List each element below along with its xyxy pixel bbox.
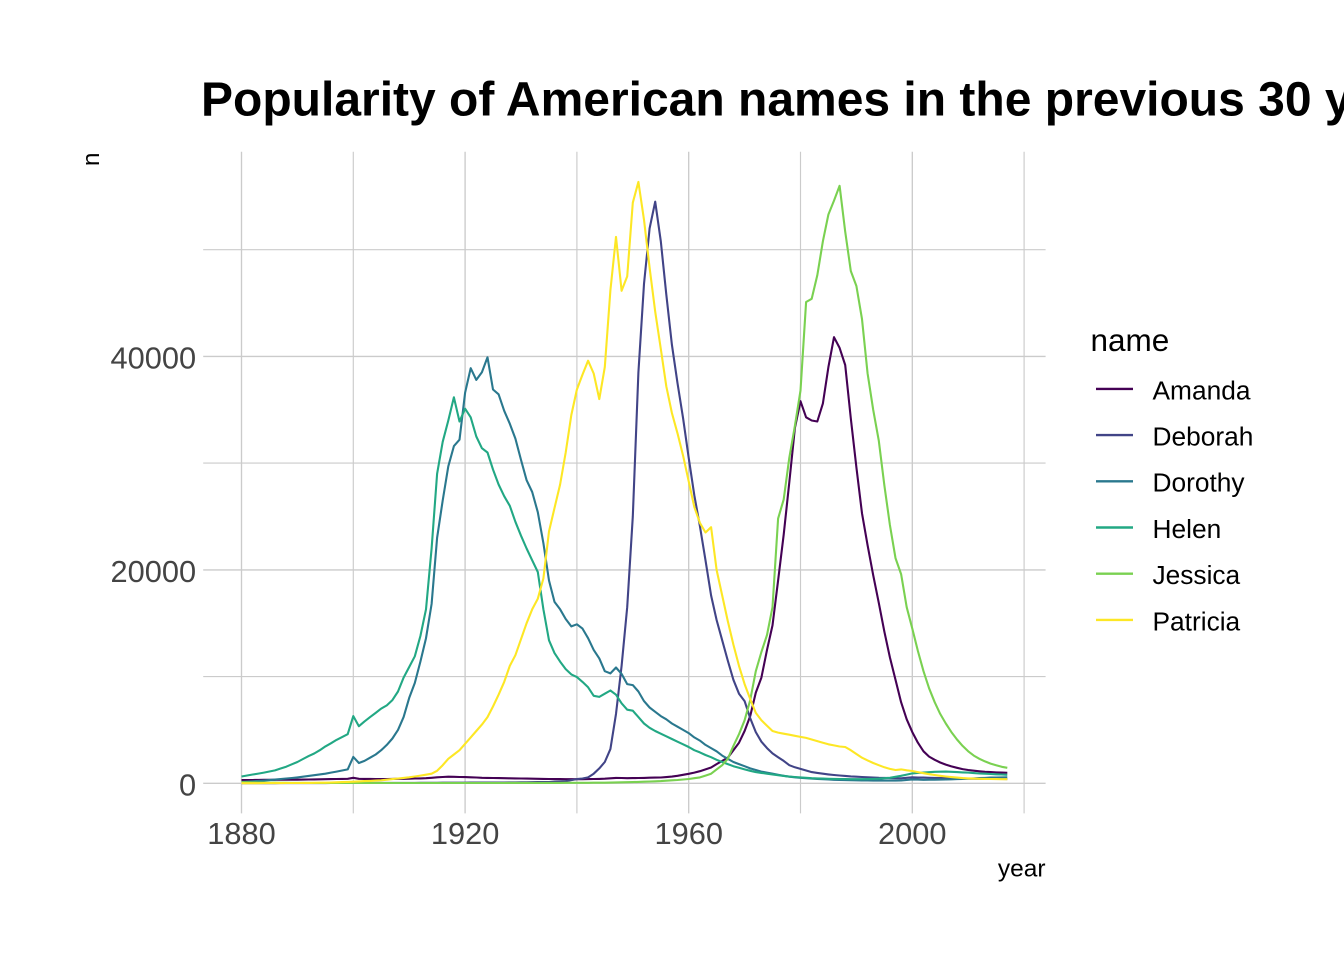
svg-text:1920: 1920 [431,816,500,851]
svg-text:Jessica: Jessica [1153,560,1241,590]
svg-text:n: n [78,153,105,167]
svg-text:name: name [1091,322,1170,358]
svg-text:Helen: Helen [1153,514,1222,544]
svg-text:Dorothy: Dorothy [1153,468,1246,498]
svg-text:0: 0 [179,768,196,803]
svg-text:2000: 2000 [878,816,947,851]
svg-text:Deborah: Deborah [1153,422,1254,452]
svg-text:Patricia: Patricia [1153,606,1241,636]
svg-text:Amanda: Amanda [1153,375,1251,405]
svg-text:Popularity of American names i: Popularity of American names in the prev… [201,74,1344,127]
svg-text:1880: 1880 [207,816,276,851]
svg-text:1960: 1960 [654,816,723,851]
svg-text:40000: 40000 [111,341,197,376]
svg-text:year: year [998,856,1046,883]
svg-text:20000: 20000 [111,554,197,589]
